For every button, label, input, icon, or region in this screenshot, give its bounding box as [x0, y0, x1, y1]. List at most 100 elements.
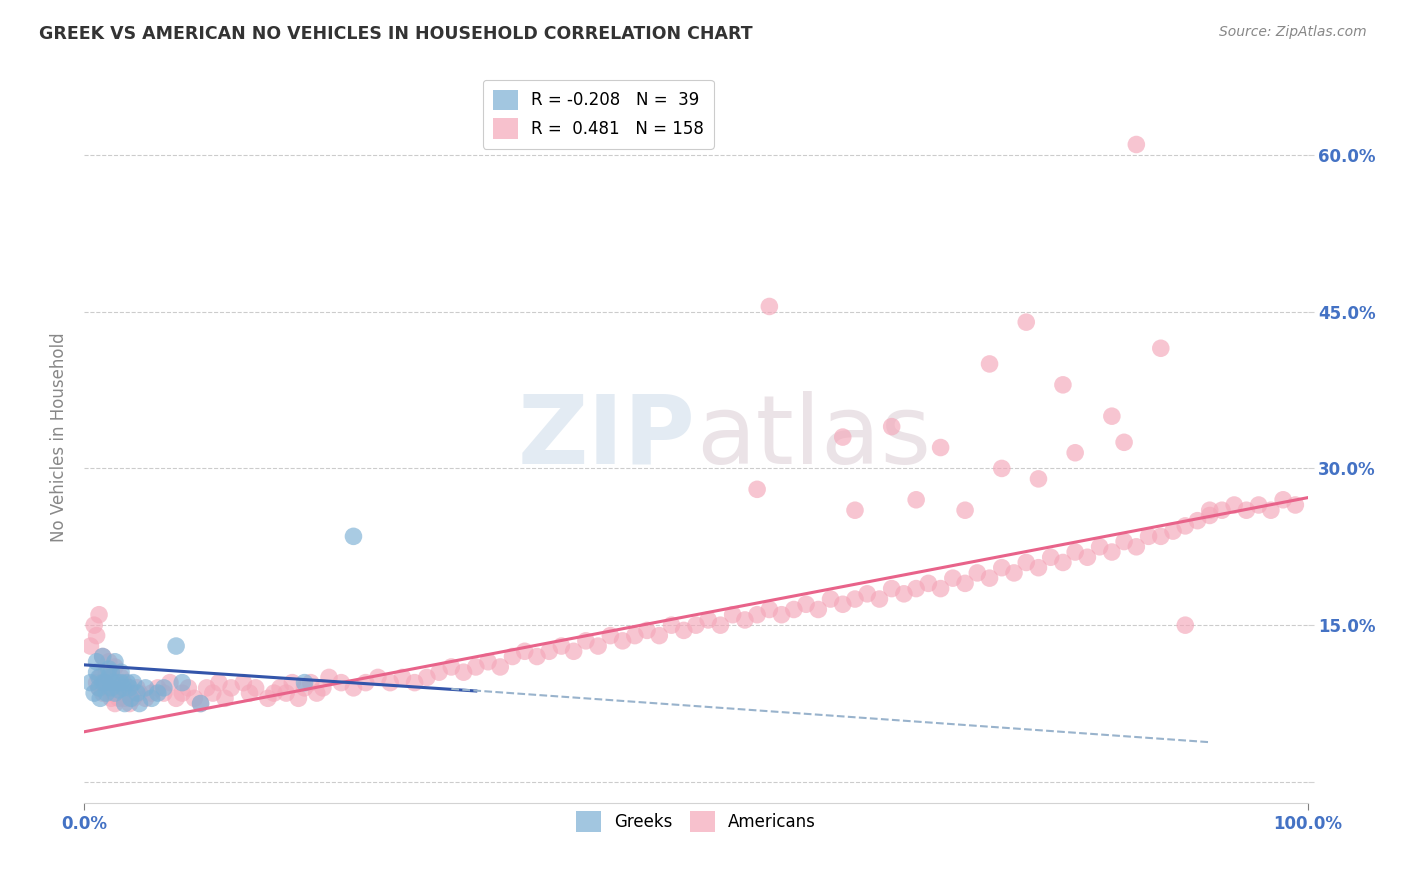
Point — [79, 675, 101, 690]
Point — [97, 655, 120, 669]
Point — [453, 665, 475, 680]
Point — [100, 665, 122, 680]
Point — [734, 613, 756, 627]
Point — [305, 686, 328, 700]
Point — [820, 592, 842, 607]
Point — [100, 681, 122, 695]
Point — [831, 430, 853, 444]
Point — [87, 681, 110, 695]
Point — [1211, 503, 1233, 517]
Point — [83, 618, 105, 632]
Point — [269, 681, 291, 695]
Point — [747, 607, 769, 622]
Point — [979, 571, 1001, 585]
Point — [110, 675, 132, 690]
Point — [991, 461, 1014, 475]
Point — [214, 691, 236, 706]
Point — [97, 662, 120, 676]
Point — [942, 571, 965, 585]
Point — [404, 675, 426, 690]
Point — [94, 675, 117, 690]
Point — [91, 649, 114, 664]
Point — [391, 670, 413, 684]
Point — [114, 697, 136, 711]
Point — [905, 492, 928, 507]
Point — [101, 675, 124, 690]
Point — [110, 670, 132, 684]
Point — [709, 618, 731, 632]
Point — [893, 587, 915, 601]
Point — [125, 686, 148, 700]
Point — [783, 602, 806, 616]
Point — [219, 681, 242, 695]
Point — [294, 675, 316, 690]
Point — [91, 649, 114, 664]
Point — [342, 681, 364, 695]
Point — [312, 681, 335, 695]
Point — [141, 686, 163, 700]
Point — [1284, 498, 1306, 512]
Point — [991, 560, 1014, 574]
Point — [526, 649, 548, 664]
Point — [125, 681, 148, 695]
Point — [917, 576, 939, 591]
Point — [104, 660, 127, 674]
Point — [159, 675, 181, 690]
Point — [110, 665, 132, 680]
Point — [380, 675, 402, 690]
Point — [1101, 409, 1123, 424]
Point — [86, 675, 108, 690]
Point — [141, 691, 163, 706]
Point — [538, 644, 561, 658]
Point — [1002, 566, 1025, 580]
Point — [112, 675, 135, 690]
Point — [513, 644, 536, 658]
Point — [586, 639, 609, 653]
Point — [107, 682, 129, 697]
Point — [232, 675, 254, 690]
Point — [929, 441, 952, 455]
Point — [1052, 556, 1074, 570]
Point — [1150, 529, 1173, 543]
Point — [1114, 435, 1136, 450]
Text: GREEK VS AMERICAN NO VEHICLES IN HOUSEHOLD CORRELATION CHART: GREEK VS AMERICAN NO VEHICLES IN HOUSEHO… — [39, 25, 754, 43]
Point — [624, 629, 647, 643]
Point — [953, 503, 976, 517]
Point — [747, 483, 769, 497]
Point — [100, 670, 122, 684]
Point — [105, 675, 128, 690]
Point — [953, 576, 976, 591]
Point — [869, 592, 891, 607]
Point — [208, 675, 231, 690]
Point — [636, 624, 658, 638]
Point — [104, 697, 127, 711]
Point — [122, 691, 145, 706]
Point — [550, 639, 572, 653]
Point — [1198, 508, 1220, 523]
Point — [294, 681, 316, 695]
Text: ZIP: ZIP — [517, 391, 696, 483]
Point — [201, 686, 224, 700]
Point — [770, 607, 793, 622]
Point — [110, 686, 132, 700]
Point — [94, 675, 117, 690]
Point — [1076, 550, 1098, 565]
Point — [135, 691, 157, 706]
Point — [844, 503, 866, 517]
Point — [905, 582, 928, 596]
Point — [107, 691, 129, 706]
Point — [190, 697, 212, 711]
Point — [96, 665, 118, 680]
Point — [1174, 618, 1197, 632]
Point — [979, 357, 1001, 371]
Point — [1198, 503, 1220, 517]
Point — [697, 613, 720, 627]
Point — [502, 649, 524, 664]
Point — [464, 660, 486, 674]
Point — [844, 592, 866, 607]
Point — [146, 686, 169, 700]
Point — [118, 681, 141, 695]
Point — [831, 597, 853, 611]
Point — [86, 629, 108, 643]
Point — [83, 686, 105, 700]
